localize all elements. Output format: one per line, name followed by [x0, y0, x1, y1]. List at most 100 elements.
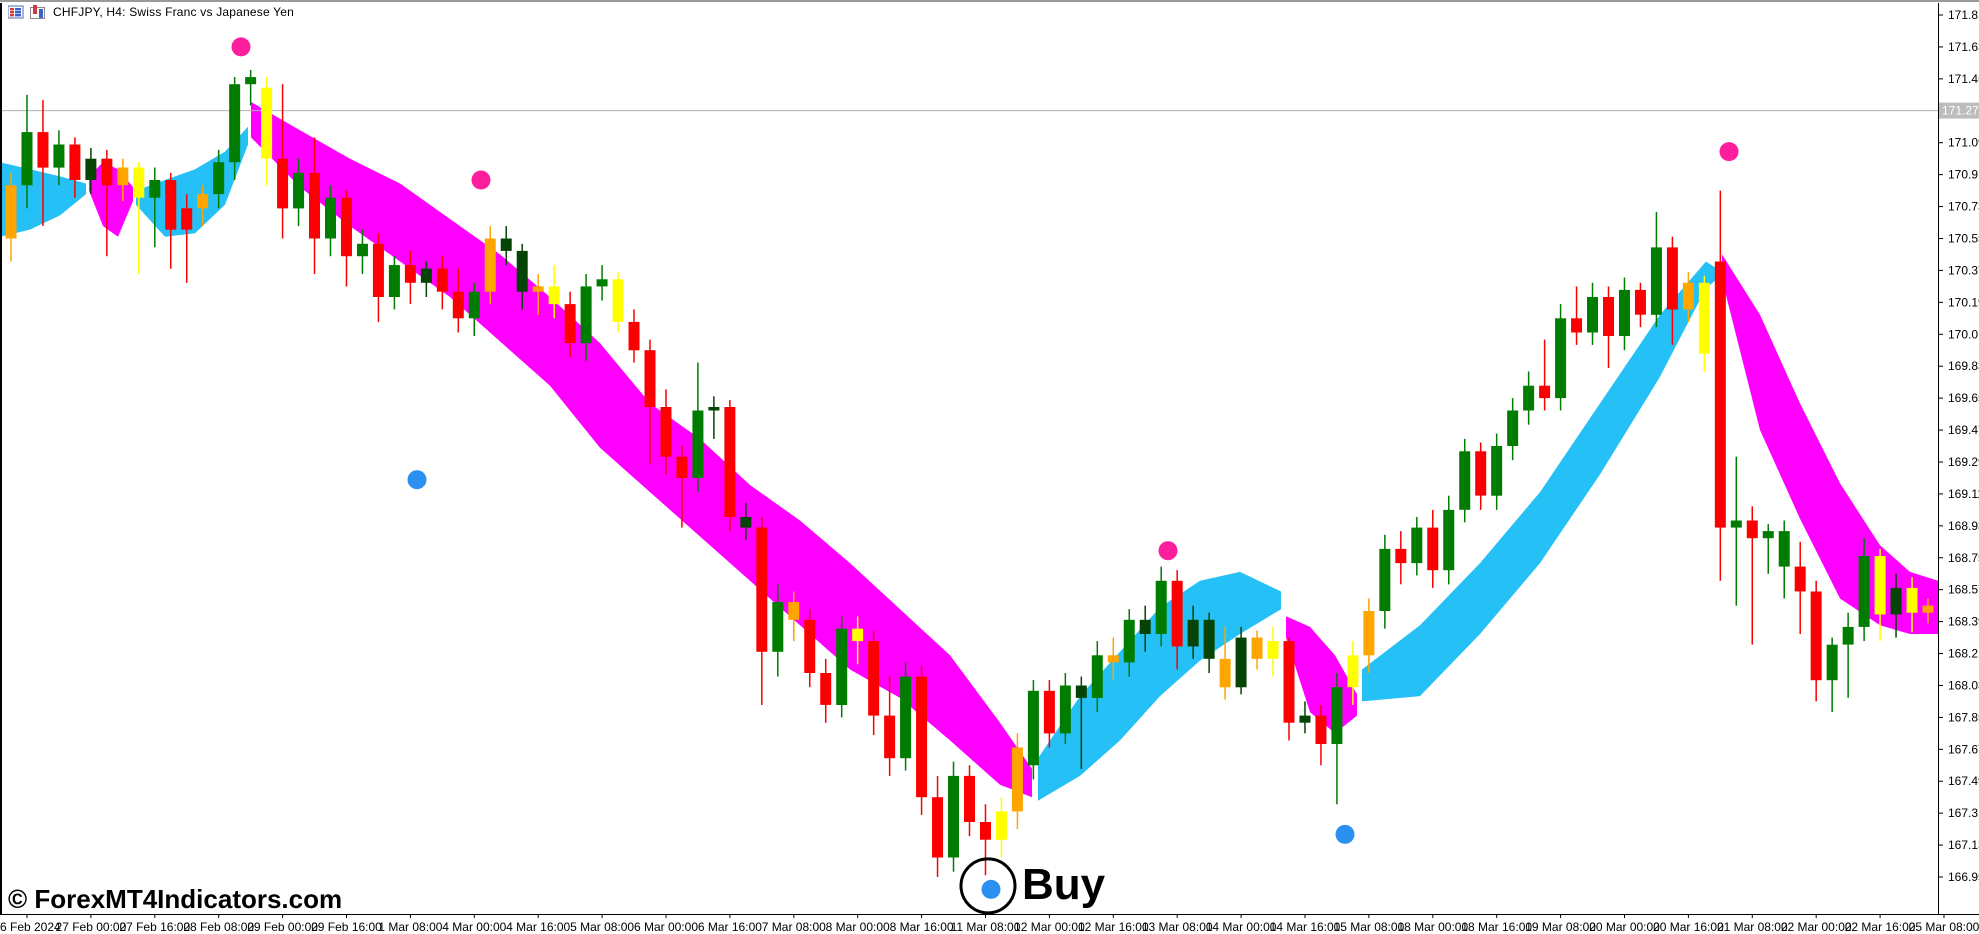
candle-body — [1698, 282, 1710, 354]
candle — [1027, 680, 1039, 780]
candle-body — [1395, 548, 1407, 564]
time-tick-label: 25 Mar 08:00 — [1909, 920, 1979, 934]
candle-body — [1890, 587, 1902, 615]
candle — [69, 137, 81, 198]
price-tick-label: 169.110 — [1948, 487, 1979, 501]
candle-body — [1571, 318, 1583, 333]
price-tick-label: 167.130 — [1948, 838, 1979, 852]
candle — [388, 256, 400, 310]
candle-body — [1618, 289, 1630, 336]
time-tick-label: 21 Mar 08:00 — [1717, 920, 1788, 934]
price-tick-label: 170.730 — [1948, 200, 1979, 214]
candle-body — [372, 243, 384, 297]
candle-body — [5, 185, 17, 239]
candle — [1730, 456, 1742, 606]
candle — [1571, 286, 1583, 345]
time-tick-label: 12 Mar 00:00 — [1014, 920, 1085, 934]
price-tick-label: 170.910 — [1948, 168, 1979, 182]
candle — [1363, 598, 1375, 673]
candle-body — [436, 268, 448, 292]
candle — [1011, 733, 1023, 830]
candle — [676, 446, 688, 528]
candle — [596, 265, 608, 301]
candle-wick — [106, 149, 108, 257]
candle — [101, 149, 113, 257]
candle — [1203, 612, 1215, 673]
candle-body — [1842, 626, 1854, 645]
candle-body — [1874, 556, 1886, 615]
candle-body — [676, 456, 688, 478]
candle — [277, 84, 289, 239]
candle-body — [564, 304, 576, 344]
candle — [133, 162, 145, 274]
candle-body — [1043, 690, 1055, 734]
candle-body — [1267, 641, 1279, 659]
candle — [1810, 580, 1822, 702]
candle — [452, 268, 464, 333]
candle — [1123, 609, 1135, 677]
candle-body — [149, 180, 161, 198]
price-tick-label: 167.310 — [1948, 806, 1979, 820]
candle-body — [1123, 619, 1135, 663]
candle-body — [229, 84, 241, 163]
signal-dot-buy — [981, 879, 1001, 899]
candle — [1714, 190, 1726, 581]
candle-body — [756, 527, 768, 652]
candle-body — [532, 286, 544, 292]
price-tick-label: 167.850 — [1948, 710, 1979, 724]
candle — [1043, 680, 1055, 748]
candle — [1251, 630, 1263, 670]
candle-body — [1427, 527, 1439, 571]
price-axis[interactable]: 171.810 171.630 171.450 171.090 170.910 170.7… — [1938, 8, 1979, 884]
candle — [37, 100, 49, 226]
candle-body — [1794, 566, 1806, 592]
candle — [149, 167, 161, 248]
candle — [500, 226, 512, 266]
candle-wick — [1847, 612, 1849, 698]
candle-body — [388, 265, 400, 297]
signal-dot-buy — [407, 470, 427, 490]
candle — [1682, 272, 1694, 322]
candle-body — [1906, 587, 1918, 613]
time-tick-label: 29 Feb 00:00 — [247, 920, 318, 934]
candle — [229, 77, 241, 180]
candle — [5, 172, 17, 262]
candle — [932, 775, 944, 877]
candle-wick — [249, 70, 252, 106]
candle-body — [644, 350, 656, 407]
candle-body — [1299, 715, 1311, 723]
candle-body — [277, 158, 289, 209]
time-tick-label: 8 Mar 00:00 — [826, 920, 890, 934]
candle — [1794, 541, 1806, 634]
price-tick-label: 168.750 — [1948, 551, 1979, 565]
candle-wick — [1575, 286, 1578, 345]
candle-body — [1762, 531, 1774, 539]
time-tick-label: 6 Mar 00:00 — [634, 920, 698, 934]
candle — [1379, 534, 1391, 629]
candle-body — [724, 407, 736, 517]
candle-body — [340, 197, 352, 257]
candle — [1858, 538, 1870, 642]
candle — [1395, 531, 1407, 585]
candle-body — [628, 321, 640, 351]
candle — [325, 185, 336, 257]
price-tick-label: 171.090 — [1948, 136, 1979, 150]
candle-body — [197, 194, 209, 209]
candle-body — [868, 641, 880, 716]
candle — [724, 399, 736, 532]
trend-band-up — [1038, 571, 1281, 801]
candle-body — [468, 291, 480, 319]
time-tick-label: 6 Mar 16:00 — [698, 920, 762, 934]
candle-body — [1555, 318, 1567, 399]
price-tick-label: 168.210 — [1948, 647, 1979, 661]
candle-body — [293, 172, 305, 209]
buy-annotation-label: Buy — [1022, 860, 1106, 909]
time-tick-label: 4 Mar 00:00 — [442, 920, 506, 934]
signal-dot-buy — [1335, 824, 1355, 844]
signal-dot-sell — [1158, 541, 1178, 561]
time-tick-label: 22 Mar 16:00 — [1845, 920, 1916, 934]
candle-body — [1858, 556, 1870, 627]
